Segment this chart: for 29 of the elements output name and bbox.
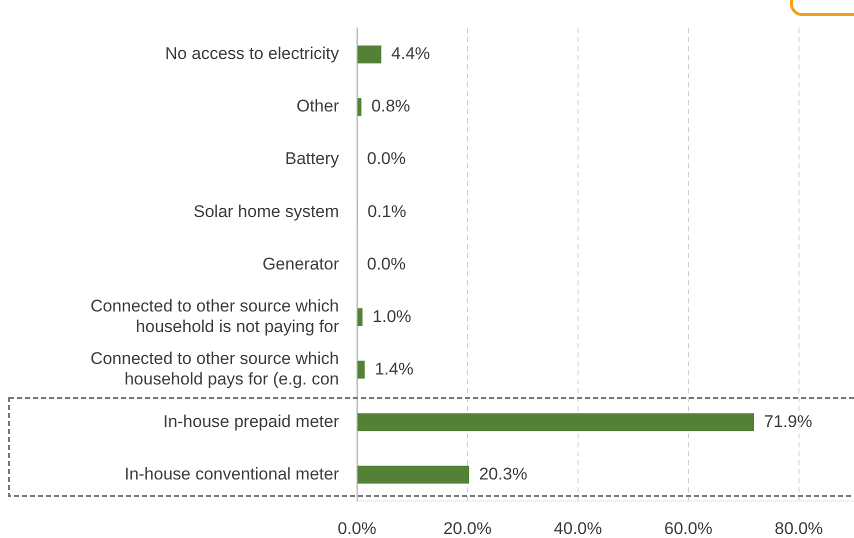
y-tick-label: Other <box>296 96 340 116</box>
data-label: 4.4% <box>391 44 430 64</box>
data-label: 1.4% <box>374 359 414 378</box>
y-tick-label: In-house prepaid meter <box>163 412 340 431</box>
y-tick-label: Solar home system <box>194 202 339 221</box>
data-label: 71.9% <box>764 412 812 431</box>
bar <box>358 413 754 432</box>
x-tick-label: 40.0% <box>554 518 602 538</box>
x-tick-label: 60.0% <box>664 518 712 538</box>
data-label: 1.0% <box>372 306 412 326</box>
y-tick-label: Battery <box>285 149 340 168</box>
y-tick-label: In-house conventional meter <box>124 464 340 484</box>
data-label: 0.8% <box>371 96 410 116</box>
bar <box>358 46 382 64</box>
bar <box>358 360 365 379</box>
data-label: 0.0% <box>367 254 406 274</box>
data-label: 20.3% <box>479 464 528 484</box>
y-tick-label: Connected to other source which household pays for (e.g. con <box>90 349 339 389</box>
x-tick-label: 20.0% <box>443 518 492 538</box>
data-label: 0.1% <box>368 202 406 221</box>
bar <box>358 466 470 484</box>
y-tick-label: No access to electricity <box>165 44 340 64</box>
data-label: 0.0% <box>367 149 406 168</box>
bar <box>358 308 363 326</box>
y-tick-label: Generator <box>262 254 340 274</box>
y-tick-label: Connected to other source which household is not paying for <box>90 296 340 336</box>
x-tick-label: 80.0% <box>774 518 823 538</box>
x-tick-label: 0.0% <box>338 518 376 538</box>
bar <box>358 98 362 116</box>
